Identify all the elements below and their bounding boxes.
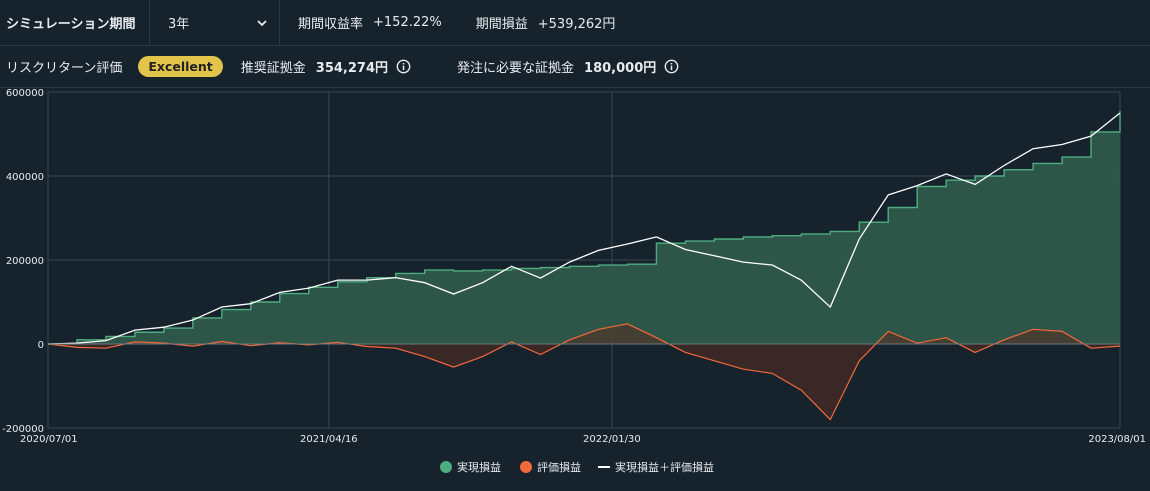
y-tick-label: 0 <box>38 340 44 351</box>
period-label: シミュレーション期間 <box>0 0 150 46</box>
info-icon[interactable] <box>396 59 411 74</box>
y-tick-label: -200000 <box>2 424 44 435</box>
required-margin-label: 発注に必要な証拠金 <box>457 61 575 76</box>
recommended-margin-label: 推奨証拠金 <box>240 61 306 76</box>
total-line <box>47 112 1121 345</box>
recommended-margin: 推奨証拠金 354,274円 <box>241 57 411 76</box>
y-tick-label: 400000 <box>6 172 44 183</box>
risk-label: リスクリターン評価 <box>6 61 123 76</box>
chevron-down-icon <box>257 19 267 26</box>
pnl-stat: 期間損益 +539,262円 <box>476 13 616 32</box>
x-tick-label: 2020/07/01 <box>20 434 78 445</box>
risk-badge: Excellent <box>138 56 223 77</box>
realized-area <box>48 110 1120 345</box>
period-select[interactable]: 3年 <box>150 0 280 46</box>
legend-label: 評価損益 <box>537 460 581 474</box>
x-tick-label: 2021/04/16 <box>300 434 358 445</box>
info-icon[interactable] <box>664 59 679 74</box>
unrealized-area <box>48 323 1120 420</box>
x-tick-label: 2023/08/01 <box>1088 434 1146 445</box>
pnl-label: 期間損益 <box>475 17 528 32</box>
y-tick-label: 600000 <box>6 88 44 99</box>
return-rate-label: 期間収益率 <box>298 17 364 32</box>
summary-header-row: シミュレーション期間 3年 期間収益率 +152.22% 期間損益 +539,2… <box>0 0 1150 46</box>
return-rate-value: +152.22% <box>373 15 442 30</box>
pnl-value: +539,262円 <box>537 17 616 32</box>
legend-label: 実現損益＋評価損益 <box>615 460 714 474</box>
required-margin: 発注に必要な証拠金 180,000円 <box>457 57 679 76</box>
y-tick-label: 200000 <box>6 256 44 267</box>
period-select-value: 3年 <box>168 17 190 32</box>
legend-swatch <box>520 461 532 473</box>
required-margin-value: 180,000円 <box>584 61 657 76</box>
unrealized-line <box>47 323 1121 421</box>
legend-label: 実現損益 <box>457 460 501 474</box>
x-tick-label: 2022/01/30 <box>583 434 641 445</box>
risk-row: リスクリターン評価 Excellent 推奨証拠金 354,274円 発注に必要… <box>0 46 1150 88</box>
realized-line <box>48 110 1121 345</box>
legend-swatch <box>440 461 452 473</box>
return-rate-stat: 期間収益率 +152.22% <box>298 13 442 32</box>
recommended-margin-value: 354,274円 <box>315 61 389 76</box>
